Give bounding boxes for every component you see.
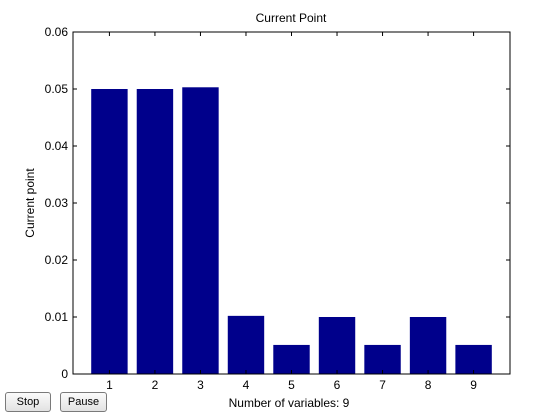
x-tick-label: 7 xyxy=(379,378,386,392)
bar-6 xyxy=(318,317,356,374)
bars-layer xyxy=(91,87,492,374)
y-tick-label: 0.01 xyxy=(45,310,69,324)
x-tick-label: 6 xyxy=(334,378,341,392)
bar-5 xyxy=(273,344,310,374)
bar-7 xyxy=(364,344,401,374)
x-tick-label: 9 xyxy=(470,378,477,392)
y-tick-label: 0.06 xyxy=(45,25,69,39)
x-tick-label: 1 xyxy=(106,378,113,392)
chart-title: Current Point xyxy=(256,11,327,25)
y-axis-label: Current point xyxy=(23,168,37,238)
y-tick-label: 0 xyxy=(61,367,68,381)
y-tick-label: 0.03 xyxy=(45,196,69,210)
x-axis-label: Number of variables: 9 xyxy=(229,396,350,410)
bar-8 xyxy=(409,317,447,374)
bar-2 xyxy=(136,89,174,374)
stop-button[interactable]: Stop xyxy=(5,392,51,412)
ticks-layer: 1 2 3 4 5 6 7 8 9 0 0.01 0.02 0.03 0.04 0.05 0.06 xyxy=(45,25,510,392)
x-tick-label: 3 xyxy=(197,378,204,392)
x-tick-label: 4 xyxy=(243,378,250,392)
bar-3 xyxy=(182,87,219,374)
bar-4 xyxy=(227,315,265,374)
x-tick-label: 5 xyxy=(288,378,295,392)
bar-1 xyxy=(91,89,128,374)
y-tick-label: 0.04 xyxy=(45,139,69,153)
x-tick-label: 2 xyxy=(152,378,159,392)
pause-button[interactable]: Pause xyxy=(60,392,107,412)
plot-frame xyxy=(72,31,511,375)
x-tick-label: 8 xyxy=(425,378,432,392)
y-tick-label: 0.02 xyxy=(45,253,69,267)
y-tick-label: 0.05 xyxy=(45,82,69,96)
bar-9 xyxy=(455,344,492,374)
